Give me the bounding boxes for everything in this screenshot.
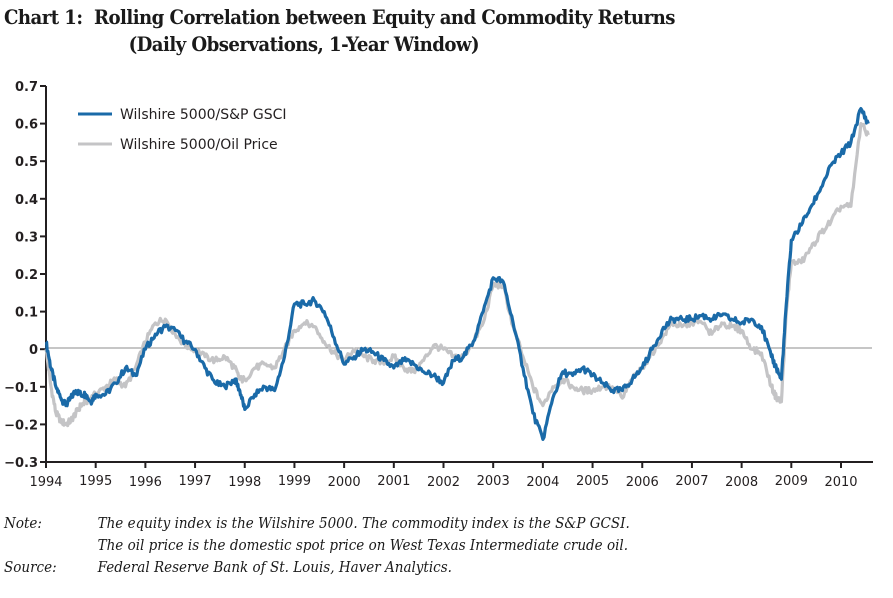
y-ticks: 0.7 0.6 0.5 0.4 0.3 0.2 0.1 0 −0.1 −0.2 −0.3 — [4, 80, 46, 471]
y-tick-label: −0.1 — [4, 381, 38, 396]
legend: Wilshire 5000/S&P GSCI Wilshire 5000/Oil… — [78, 107, 287, 153]
series-line-gsci — [45, 107, 870, 441]
source-label: Source: — [4, 558, 57, 576]
y-tick-label: 0.7 — [15, 80, 38, 95]
chart-title: Chart 1: Rolling Correlation between Equ… — [4, 4, 675, 58]
x-tick-label: 2010 — [824, 475, 857, 490]
note-label: Note: — [4, 514, 42, 532]
x-tick-label: 2003 — [477, 474, 510, 489]
x-tick-label: 2006 — [626, 475, 659, 490]
y-tick-label: 0.5 — [15, 155, 38, 170]
x-tick-label: 2008 — [725, 475, 758, 490]
x-tick-label: 1995 — [79, 474, 112, 489]
series-line-oil — [44, 122, 870, 428]
series-group — [44, 107, 870, 441]
y-tick-label: 0.4 — [15, 193, 38, 208]
x-tick-label: 1996 — [129, 475, 162, 490]
x-tick-label: 2004 — [526, 475, 559, 490]
chart-title-line2: (Daily Observations, 1-Year Window) — [128, 33, 480, 56]
y-tick-label: −0.3 — [4, 456, 38, 471]
y-tick-label: 0 — [29, 343, 38, 358]
x-tick-label: 2000 — [328, 475, 361, 490]
y-tick-label: 0.3 — [15, 230, 38, 245]
legend-label-gsci: Wilshire 5000/S&P GSCI — [120, 107, 287, 123]
line-chart: 0.70.60.50.40.30.20.10−0.1−0.2−0.3 1994 1… — [4, 80, 873, 490]
legend-label-oil: Wilshire 5000/Oil Price — [120, 137, 278, 153]
x-tick-label: 2007 — [675, 474, 708, 489]
x-tick-label: 2002 — [427, 475, 460, 490]
y-tick-label: −0.2 — [4, 418, 38, 433]
x-tick-label: 2001 — [377, 474, 410, 489]
source-text: Federal Reserve Bank of St. Louis, Haver… — [97, 558, 452, 576]
note-line1: The equity index is the Wilshire 5000. T… — [97, 514, 630, 532]
y-tick-label: 0.2 — [15, 268, 38, 283]
chart-title-line1: Chart 1: Rolling Correlation between Equ… — [4, 6, 675, 29]
x-tick-label: 1997 — [179, 474, 212, 489]
y-tick-label: 0.1 — [15, 306, 38, 321]
x-tick-label: 1994 — [29, 475, 62, 490]
x-tick-label: 1999 — [278, 474, 311, 489]
chart-notes: Note: The equity index is the Wilshire 50… — [4, 512, 893, 578]
x-tick-label: 2005 — [576, 474, 609, 489]
x-ticks: 1994 1995 1996 1997 1998 1999 2000 2001 2002 2003… — [29, 462, 858, 490]
x-tick-label: 2009 — [775, 474, 808, 489]
y-tick-label: 0.6 — [15, 118, 38, 133]
note-line2: The oil price is the domestic spot price… — [97, 536, 629, 554]
x-tick-label: 1998 — [228, 475, 261, 490]
